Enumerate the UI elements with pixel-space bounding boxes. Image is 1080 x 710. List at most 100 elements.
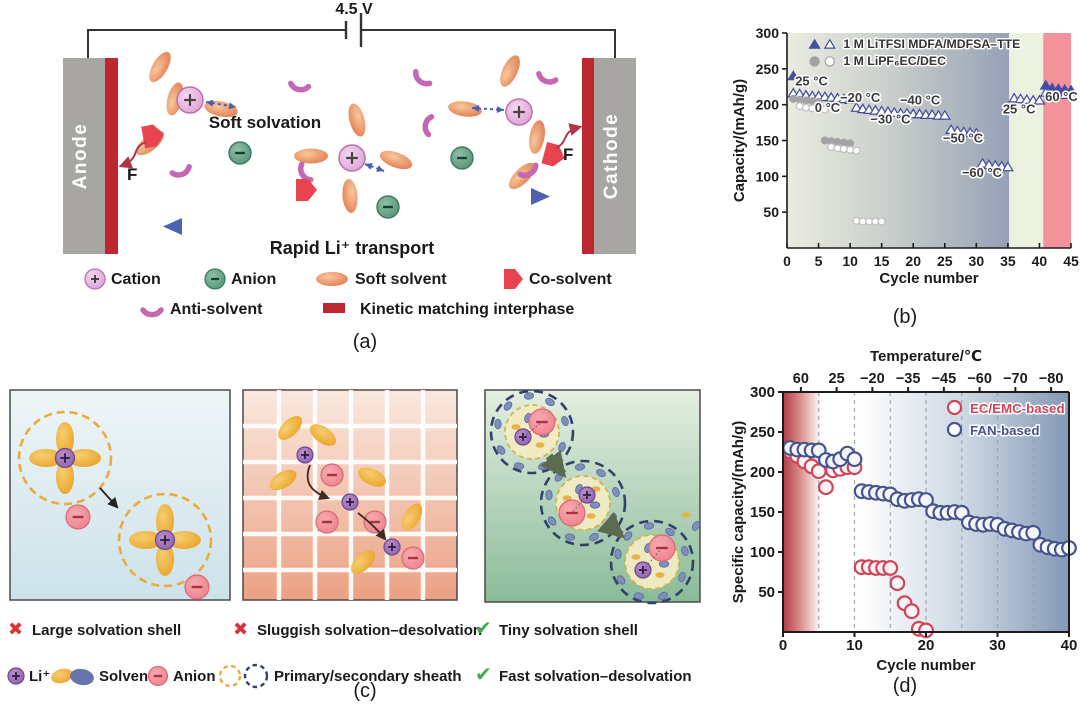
y-tick-label: 250 — [756, 61, 780, 77]
verdict-label: Tiny solvation shell — [499, 622, 638, 639]
top-tick-label: −60 — [967, 371, 992, 387]
guide-lines — [818, 392, 1034, 632]
soft-solvent-icon — [316, 272, 348, 286]
verdict-label: Large solvation shell — [32, 622, 181, 639]
x-tick-label: 0 — [783, 253, 791, 269]
co-solvent-droplet-icon — [678, 571, 686, 583]
co-solvent-droplet-icon — [616, 575, 626, 585]
series-fan-based — [782, 440, 1077, 558]
anti-solvent-icon — [298, 161, 314, 183]
x-tick-label: 35 — [1000, 253, 1016, 269]
check-icon: ✔ — [475, 664, 492, 686]
diagram-tiny-shell — [484, 389, 701, 605]
x-axis-title: Cycle number — [879, 270, 978, 287]
co-solvent-droplet-icon — [589, 501, 601, 509]
fluoride-label: F — [127, 165, 137, 184]
legend-label: Anti-solvent — [170, 301, 263, 318]
solvent-icon — [655, 572, 665, 578]
primary-sheath-icon — [218, 664, 242, 688]
series-ec-emc-based — [782, 443, 934, 639]
co-solvent-droplet-icon — [503, 401, 513, 411]
voltage-label: 4.5 V — [335, 1, 373, 18]
soft-solvent-icon — [348, 103, 366, 137]
temperature-annotation: −20 °C — [840, 90, 881, 105]
solvent-icon — [309, 424, 337, 446]
x-tick-label: 20 — [905, 253, 921, 269]
top-tick-label: −80 — [1039, 371, 1064, 387]
f-arrow-anode-icon — [118, 141, 147, 169]
co-solvent-droplet-icon — [561, 415, 569, 427]
co-solvent-droplet-icon — [523, 392, 535, 400]
solvent-icon — [586, 513, 596, 519]
co-solvent-droplet-icon — [496, 445, 506, 455]
panel-b-capacity-chart: 0 5 10 15 20 25 30 35 40 45 50 100 150 200 250 300 Cycle… — [730, 0, 1080, 345]
solvent-icon — [129, 531, 163, 549]
circuit-wire: 4.5 V — [87, 1, 616, 58]
co-solvent-icon — [141, 124, 164, 149]
y-tick-label: 50 — [763, 204, 779, 220]
right-arrowhead-icon — [531, 188, 550, 205]
cross-icon: ✖ — [8, 619, 23, 639]
temperature-annotation: −30 °C — [870, 111, 911, 126]
legend-label: FAN-based — [970, 423, 1039, 438]
co-solvent-droplet-icon — [658, 560, 670, 568]
y-tick-label: 150 — [756, 133, 780, 149]
anti-solvent-icon — [140, 307, 164, 318]
x-tick-label: 0 — [779, 637, 787, 654]
cation-icon — [84, 268, 106, 290]
solvent-icon — [167, 531, 201, 549]
soft-solvent-icon — [379, 150, 413, 170]
top-tick-label: −70 — [1003, 371, 1028, 387]
electrodes: Anode Cathode — [63, 58, 636, 254]
solvent-icon — [51, 668, 73, 684]
electrolyte-molecules — [136, 51, 565, 219]
soft-solvent-icon — [342, 179, 358, 213]
cross-icon: ✖ — [233, 619, 248, 639]
verdict-label: Fast solvation–desolvation — [499, 668, 692, 685]
co-solvent-droplet-icon — [564, 533, 576, 541]
axes: 0 5 10 15 20 25 30 35 40 45 50 100 150 200 250 300 Cycle… — [731, 25, 1079, 287]
y-tick-label: 200 — [756, 97, 780, 113]
solvent-icon — [29, 449, 63, 467]
x-tick-label: 40 — [1032, 253, 1048, 269]
legend-label: Kinetic matching interphase — [360, 301, 574, 318]
solvent-icon — [277, 415, 303, 441]
solvent-icon — [511, 424, 521, 430]
diagram-sluggish-lattice — [242, 389, 458, 601]
chart-legend: 1 M LiTFSI MDFA/MDFSA–TTE 1 M LiPF₆EC/DEC — [808, 36, 1022, 70]
top-tick-label: 25 — [829, 371, 845, 387]
x-tick-label: 15 — [874, 253, 890, 269]
solvent-icon — [350, 549, 376, 575]
co-solvent-droplet-icon — [681, 545, 689, 557]
annotations: 25 °C 0 °C−20 °C −30 °C −40 °C −50 °C −60 °C 2… — [794, 72, 1080, 182]
left-arrowhead-icon — [163, 218, 182, 235]
anti-solvent-icon — [288, 80, 312, 93]
check-icon: ✔ — [475, 618, 492, 640]
co-solvent-icon — [296, 179, 317, 201]
x-tick-label: 25 — [937, 253, 953, 269]
co-solvent-icon — [504, 269, 523, 289]
primary-sheath-icon — [117, 492, 213, 588]
temperature-annotation: 25 °C — [795, 73, 828, 88]
solvent-icon — [357, 467, 387, 487]
cathode-interphase — [582, 58, 594, 254]
co-solvent-droplet-icon — [643, 522, 655, 530]
anode-interphase — [105, 58, 118, 254]
transport-label: Rapid Li⁺ transport — [270, 238, 435, 258]
co-solvent-droplet-icon — [547, 516, 557, 526]
cathode-block — [594, 58, 636, 254]
secondary-sheath-icon — [539, 459, 627, 547]
secondary-sheath-icon — [243, 663, 269, 689]
f-arrow-cathode-icon — [555, 123, 583, 149]
x-tick-label: 45 — [1063, 253, 1079, 269]
anti-solvent-icon — [517, 162, 539, 178]
y-tick-label: 50 — [758, 584, 775, 601]
top-tick-label: −45 — [932, 371, 957, 387]
primary-sheath-icon — [17, 410, 113, 506]
capacity-cycle-chart: 0 5 10 15 20 25 30 35 40 45 50 100 150 200 250 300 Cycle… — [731, 25, 1080, 287]
panel-a-battery-schematic: 4.5 V Anode Cathode F F Soft solvation Rapid L… — [0, 0, 730, 368]
soft-solvent-icon — [448, 101, 482, 117]
